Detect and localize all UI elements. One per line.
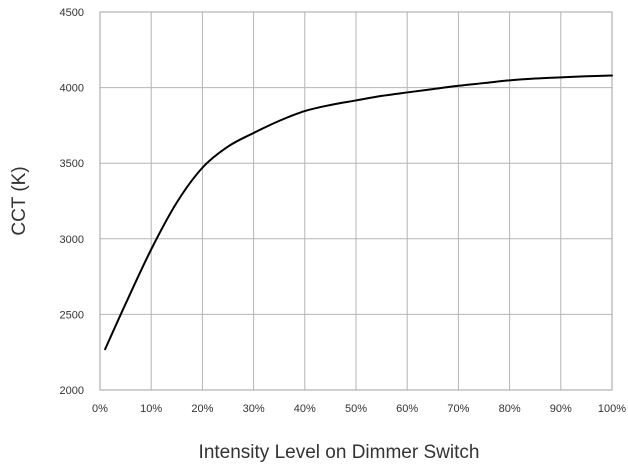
x-axis-label: Intensity Level on Dimmer Switch xyxy=(199,442,480,463)
y-tick-label: 4500 xyxy=(60,7,84,19)
y-tick-label: 2000 xyxy=(60,385,84,397)
x-tick-label: 90% xyxy=(550,403,572,415)
x-tick-label: 50% xyxy=(345,403,367,415)
cct-series-line xyxy=(104,74,613,351)
x-tick-label: 20% xyxy=(191,403,213,415)
y-tick-label: 4000 xyxy=(60,83,84,95)
y-tick-label: 3000 xyxy=(60,234,84,246)
x-tick-label: 40% xyxy=(294,403,316,415)
series-layer xyxy=(104,74,613,351)
y-tick-label: 3500 xyxy=(60,158,84,170)
y-axis-tick-labels: 2000 2500 3000 3500 4000 4500 xyxy=(60,7,84,397)
y-tick-label: 2500 xyxy=(60,309,84,321)
x-axis-tick-labels: 0% 10% 20% 30% 40% 50% 60% 70% 80% 90% 100% xyxy=(92,403,626,415)
x-tick-label: 0% xyxy=(92,403,108,415)
x-tick-label: 60% xyxy=(396,403,418,415)
x-tick-label: 70% xyxy=(447,403,469,415)
y-axis-label: CCT (K) xyxy=(9,166,30,235)
plot-area-border xyxy=(99,11,613,391)
x-tick-label: 30% xyxy=(243,403,265,415)
x-tick-label: 100% xyxy=(598,403,626,415)
x-tick-label: 80% xyxy=(499,403,521,415)
x-tick-label: 10% xyxy=(140,403,162,415)
